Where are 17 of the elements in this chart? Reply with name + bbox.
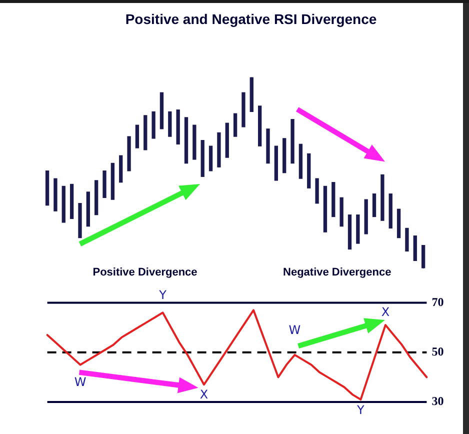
annotation: X <box>200 388 208 402</box>
annotation: Positive Divergence <box>92 266 198 278</box>
annotation: W <box>74 374 86 389</box>
annotation: W <box>288 322 301 337</box>
y-tick-label: 50 <box>432 344 444 358</box>
annotation: Negative Divergence <box>283 266 392 278</box>
candlestick <box>372 193 376 218</box>
annotation: X <box>381 305 390 320</box>
candlestick <box>405 228 409 252</box>
candlestick <box>135 124 140 148</box>
chart-title: Positive and Negative RSI Divergence <box>125 10 377 27</box>
y-tick-label: 30 <box>432 394 444 408</box>
candlestick <box>421 244 426 269</box>
text: Y <box>158 288 168 302</box>
text: Y <box>356 403 366 418</box>
candlestick <box>233 113 238 137</box>
y-tick-label: 70 <box>432 294 444 309</box>
